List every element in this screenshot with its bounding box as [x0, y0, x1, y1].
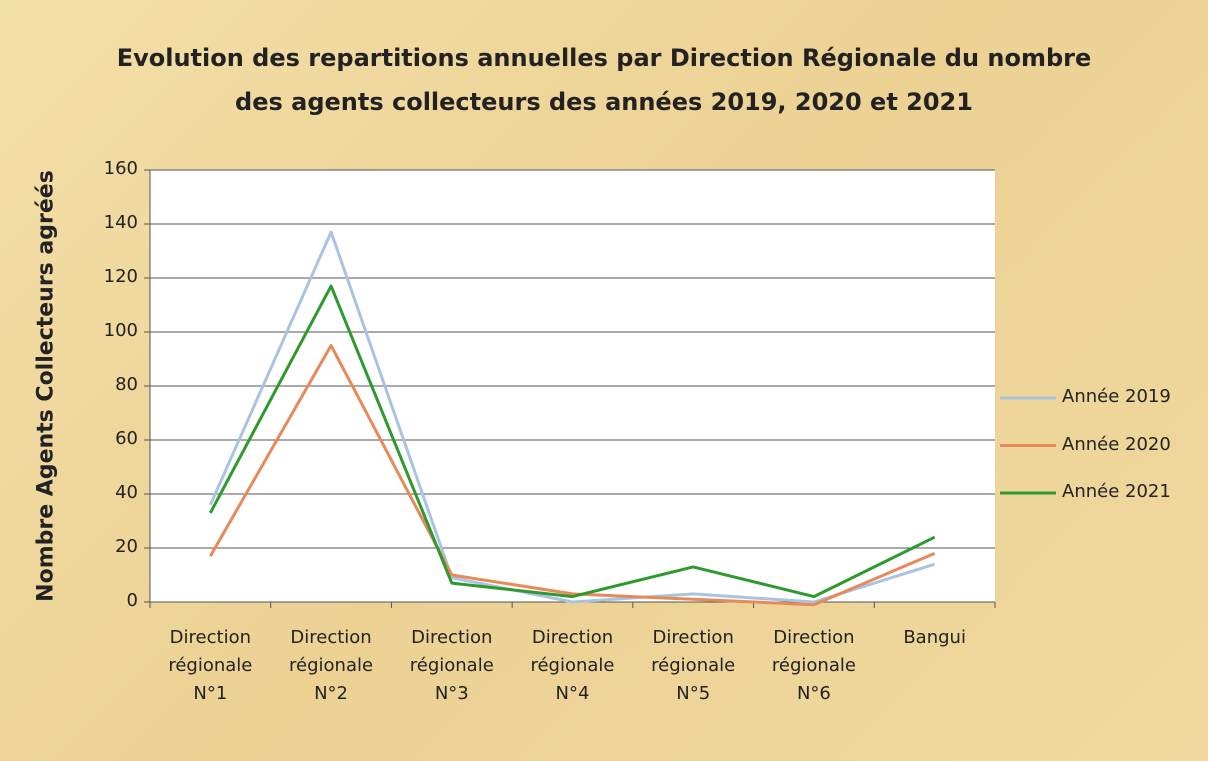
y-tick-label: 160 [103, 158, 138, 179]
x-tick-label: Bangui [903, 627, 966, 648]
series-line [209, 284, 936, 599]
x-tick-label: Direction régionale N°1 [168, 627, 253, 704]
x-tick-label: Direction régionale N°4 [530, 627, 615, 704]
y-tick-label: 20 [115, 536, 138, 557]
y-tick-label: 0 [126, 590, 138, 611]
legend-label: Année 2021 [1062, 481, 1171, 502]
chart-title: Evolution des repartitions annuelles par… [116, 44, 1092, 72]
y-tick-label: 140 [103, 212, 138, 233]
x-tick-label: Direction régionale N°6 [771, 627, 856, 704]
legend-label: Année 2019 [1062, 386, 1171, 407]
chart-title: des agents collecteurs des années 2019, … [235, 88, 973, 116]
x-tick-label: Direction régionale N°3 [409, 627, 494, 704]
legend-label: Année 2020 [1062, 433, 1171, 455]
series-line [209, 344, 936, 607]
x-tick-label: Direction régionale N°2 [289, 627, 374, 704]
y-tick-label: 80 [115, 374, 138, 395]
y-tick-label: 40 [115, 482, 138, 503]
y-tick-label: 100 [103, 320, 138, 341]
x-tick-label: Direction régionale N°5 [651, 627, 736, 704]
series-line [208, 230, 936, 604]
y-tick-label: 60 [115, 428, 138, 449]
y-tick-label: 120 [103, 266, 138, 287]
